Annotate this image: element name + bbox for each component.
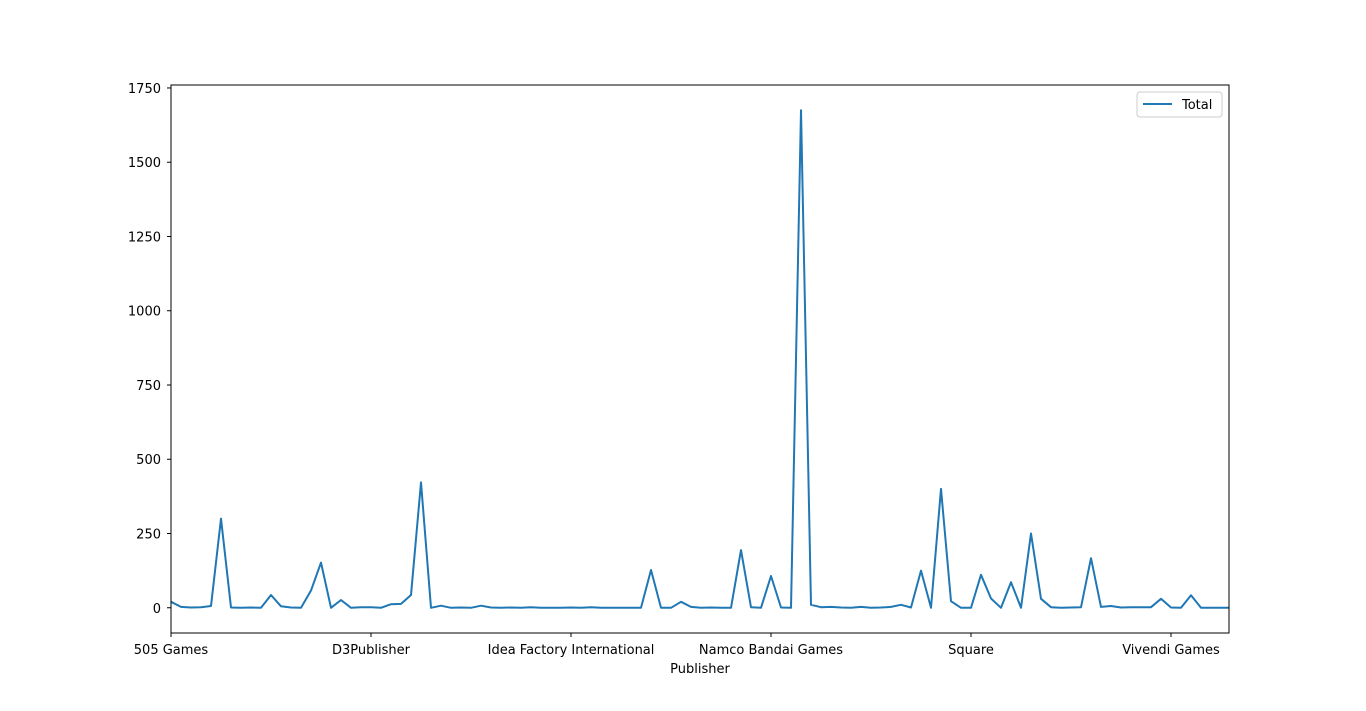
y-tick-label: 0 [153, 602, 161, 617]
y-tick-label: 250 [136, 527, 161, 542]
x-axis-title: Publisher [670, 662, 730, 677]
y-tick-label: 500 [136, 453, 161, 468]
plot-area-frame [170, 84, 1230, 634]
y-axis-ticks: 0 250 500 750 1000 1250 1500 1750 [128, 82, 171, 617]
y-tick-label: 1250 [128, 230, 161, 245]
x-tick-label: Square [948, 643, 994, 658]
x-tick-label: Idea Factory International [488, 643, 655, 658]
y-tick-label: 1000 [128, 305, 161, 320]
y-tick-label: 1500 [128, 156, 161, 171]
series-layer [170, 109, 1229, 609]
x-tick-label: Vivendi Games [1122, 643, 1220, 658]
y-tick-label: 750 [136, 379, 161, 394]
legend-box [1136, 91, 1223, 118]
x-tick-label: Namco Bandai Games [699, 643, 843, 658]
y-tick-label: 1750 [128, 82, 161, 97]
x-tick-label: 505 Games [134, 643, 209, 658]
x-tick-label: D3Publisher [332, 643, 411, 658]
x-axis-ticks: 505 Games D3Publisher Idea Factory Interna… [134, 633, 1220, 658]
legend-label-total: Total [1181, 98, 1212, 113]
legend: Total [1136, 91, 1223, 118]
series-line-total [170, 109, 1229, 609]
